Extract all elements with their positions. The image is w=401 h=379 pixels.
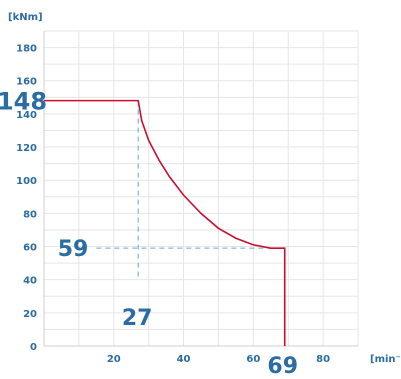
x-axis-label: [min⁻¹] xyxy=(370,354,401,365)
x-tick-label: 40 xyxy=(177,354,191,365)
y-tick-label: 120 xyxy=(16,143,37,154)
y-tick-label: 160 xyxy=(16,77,37,88)
series-line xyxy=(44,99,286,346)
value-annotation: 148 xyxy=(0,88,47,116)
y-tick-label: 0 xyxy=(30,342,37,353)
guide-lines xyxy=(96,100,285,280)
y-tick-label: 140 xyxy=(16,110,37,121)
value-annotation: 59 xyxy=(58,237,89,262)
tick-labels: 0 20 40 60 80 100 120 140 160 180 20 40 60 80 xyxy=(16,44,330,365)
y-axis-label: [kNm] xyxy=(8,12,43,23)
y-tick-label: 60 xyxy=(23,243,37,254)
y-tick-label: 20 xyxy=(23,309,37,320)
y-tick-label: 80 xyxy=(23,209,37,220)
curve-layer xyxy=(44,99,286,346)
y-tick-label: 40 xyxy=(23,276,37,287)
x-tick-label: 80 xyxy=(316,354,330,365)
y-tick-label: 180 xyxy=(16,44,37,55)
value-annotation: 27 xyxy=(122,306,153,331)
x-tick-label: 60 xyxy=(246,354,260,365)
x-tick-label: 20 xyxy=(107,354,121,365)
value-annotation: 69 xyxy=(267,354,298,379)
y-tick-label: 100 xyxy=(16,176,37,187)
value-annotations: 148 59 27 69 xyxy=(0,88,298,379)
grid xyxy=(43,30,359,347)
